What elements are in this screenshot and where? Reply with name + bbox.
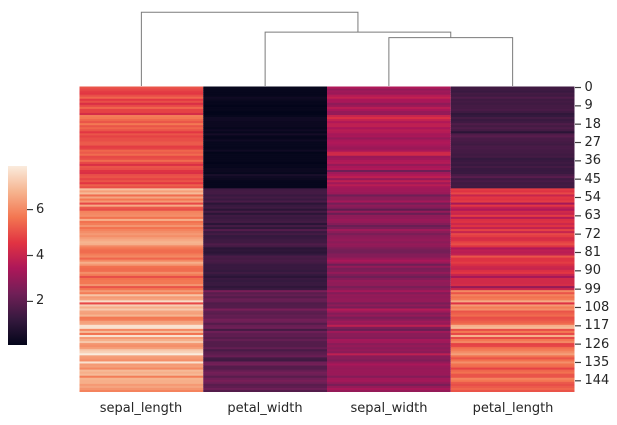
row-tick-label: 36 <box>584 153 602 169</box>
colorbar-tick-label: 4 <box>36 247 45 263</box>
row-tick-label: 27 <box>584 135 602 150</box>
row-tick-label: 45 <box>584 171 602 187</box>
column-label-petal-length: petal_length <box>472 401 554 416</box>
colorbar-tick-label: 6 <box>36 201 45 217</box>
colorbar <box>8 166 27 345</box>
row-tick-label: 117 <box>584 318 610 334</box>
column-label-sepal-width: sepal_width <box>350 401 428 416</box>
row-tick-label: 54 <box>584 189 602 205</box>
row-tick-label: 18 <box>584 116 602 132</box>
row-tick-label: 0 <box>584 80 593 96</box>
row-tick-label: 135 <box>584 354 610 370</box>
column-label-sepal-length: sepal_length <box>99 401 183 416</box>
row-tick-label: 81 <box>584 244 602 260</box>
heatmap-cells <box>79 86 575 392</box>
column-label-petal-width: petal_width <box>227 401 303 416</box>
row-tick-label: 9 <box>584 98 593 114</box>
row-tick-label: 144 <box>584 373 610 389</box>
row-tick-label: 126 <box>584 336 610 352</box>
axis-tick-marks <box>27 86 581 382</box>
row-tick-label: 108 <box>584 299 610 315</box>
row-tick-label: 90 <box>584 263 602 279</box>
row-tick-label: 72 <box>584 226 602 242</box>
column-dendrogram <box>140 11 514 86</box>
colorbar-tick-label: 2 <box>36 293 45 309</box>
row-tick-label: 99 <box>584 281 602 297</box>
row-tick-label: 63 <box>584 208 602 224</box>
